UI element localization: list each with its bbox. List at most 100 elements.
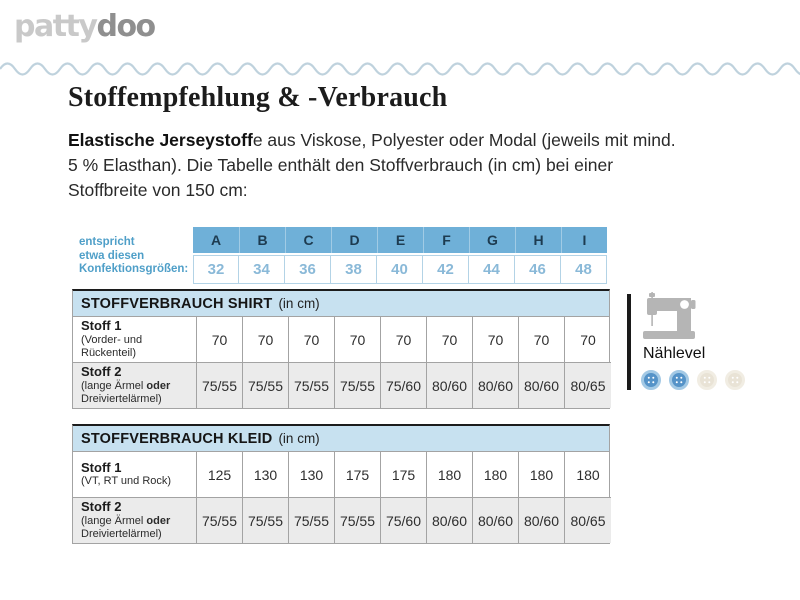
table-cell: 75/55: [335, 498, 381, 543]
table-cell: 75/55: [197, 498, 243, 543]
button-holes: [675, 376, 679, 380]
sewing-machine-icon: [643, 292, 696, 339]
kleid-table-grid: Stoff 1 (VT, RT und Rock) 125 130 130 17…: [73, 452, 611, 543]
size-table-caption: entspricht etwa diesen Konfektionsgrößen…: [79, 236, 194, 277]
naehlevel-indicator: [641, 370, 745, 390]
shirt-table-header: STOFFVERBRAUCH SHIRT (in cm): [73, 291, 609, 317]
table-cell: 75/55: [243, 498, 289, 543]
table-cell: 180: [565, 452, 611, 498]
table-cell: 75/60: [381, 498, 427, 543]
size-table: A B C D E F G H I 32 34 36 38 40 42 44 4…: [193, 227, 607, 284]
table-cell: 70: [473, 317, 519, 363]
kleid-table-unit: (in cm): [278, 431, 320, 446]
logo-part-dark: doo: [96, 9, 156, 44]
size-letter: B: [239, 227, 285, 253]
row-sublabel: (lange Ärmel oder Dreiviertelärmel): [81, 380, 192, 408]
table-cell: 75/55: [289, 363, 335, 408]
size-letter: A: [193, 227, 239, 253]
table-cell: 130: [243, 452, 289, 498]
row-label: Stoff 1: [81, 459, 122, 475]
table-cell: 75/55: [289, 498, 335, 543]
kleid-row2-label: Stoff 2 (lange Ärmel oder Dreiviertelärm…: [73, 498, 197, 543]
table-cell: 180: [473, 452, 519, 498]
page-title: Stoffempfehlung & -Verbrauch: [68, 82, 448, 113]
sublabel-bold: oder: [146, 379, 171, 392]
kleid-row1-label: Stoff 1 (VT, RT und Rock): [73, 452, 197, 498]
intro-lead-bold: Elastische Jerseystoff: [68, 130, 253, 150]
sublabel-post: Dreiviertelärmel): [81, 528, 162, 541]
table-cell: 80/65: [565, 498, 611, 543]
size-number: 46: [515, 255, 561, 284]
size-letter-row: A B C D E F G H I: [193, 227, 607, 253]
table-cell: 70: [565, 317, 611, 363]
table-cell: 80/60: [427, 363, 473, 408]
table-cell: 180: [519, 452, 565, 498]
shirt-row1-label: Stoff 1 (Vorder- und Rückenteil): [73, 317, 197, 363]
button-icon: [641, 370, 661, 390]
button-icon: [669, 370, 689, 390]
table-cell: 80/60: [473, 363, 519, 408]
table-cell: 70: [427, 317, 473, 363]
size-number: 42: [423, 255, 469, 284]
size-number: 44: [469, 255, 515, 284]
table-cell: 75/55: [335, 363, 381, 408]
size-letter: F: [423, 227, 469, 253]
button-holes: [731, 376, 735, 380]
size-letter: D: [331, 227, 377, 253]
table-cell: 175: [335, 452, 381, 498]
table-cell: 130: [289, 452, 335, 498]
size-number: 32: [193, 255, 239, 284]
button-holes: [703, 376, 707, 380]
table-cell: 70: [335, 317, 381, 363]
sublabel-pre: (lange Ärmel: [81, 379, 147, 392]
table-cell: 70: [289, 317, 335, 363]
table-cell: 80/60: [473, 498, 519, 543]
size-number: 34: [239, 255, 285, 284]
table-cell: 80/60: [427, 498, 473, 543]
table-cell: 70: [519, 317, 565, 363]
shirt-table-grid: Stoff 1 (Vorder- und Rückenteil) 70 70 7…: [73, 317, 611, 408]
size-letter: H: [515, 227, 561, 253]
button-icon: [725, 370, 745, 390]
row-sublabel: (Vorder- und Rückenteil): [81, 333, 143, 360]
caption-line: entspricht: [79, 236, 135, 248]
size-number: 36: [285, 255, 331, 284]
intro-paragraph: Elastische Jerseystoffe aus Viskose, Pol…: [68, 128, 680, 204]
kleid-table-title: STOFFVERBRAUCH KLEID: [81, 430, 273, 447]
table-cell: 75/60: [381, 363, 427, 408]
table-cell: 75/55: [243, 363, 289, 408]
table-cell: 70: [381, 317, 427, 363]
button-icon: [697, 370, 717, 390]
row-label: Stoff 2: [81, 363, 122, 379]
caption-line: Konfektionsgrößen:: [79, 263, 189, 276]
size-number: 40: [377, 255, 423, 284]
shirt-table-title: STOFFVERBRAUCH SHIRT: [81, 295, 273, 312]
table-cell: 70: [243, 317, 289, 363]
size-number: 48: [561, 255, 607, 284]
size-letter: C: [285, 227, 331, 253]
table-cell: 80/60: [519, 498, 565, 543]
table-cell: 80/65: [565, 363, 611, 408]
sublabel-pre: (lange Ärmel: [81, 514, 147, 527]
shirt-consumption-table: STOFFVERBRAUCH SHIRT (in cm) Stoff 1 (Vo…: [72, 289, 611, 409]
caption-line: etwa diesen: [79, 249, 145, 262]
kleid-table-header: STOFFVERBRAUCH KLEID (in cm): [73, 426, 609, 452]
pattydoo-logo: pattydoo: [14, 9, 156, 44]
intro-text: e aus Viskose, Polyester oder Modal (jew…: [68, 130, 676, 201]
size-number-row: 32 34 36 38 40 42 44 46 48: [193, 255, 607, 284]
button-holes: [647, 376, 651, 380]
shirt-table-unit: (in cm): [278, 296, 320, 311]
logo-part-light: patty: [14, 9, 98, 44]
shirt-row2-label: Stoff 2 (lange Ärmel oder Dreiviertelärm…: [73, 363, 197, 408]
size-letter: G: [469, 227, 515, 253]
table-cell: 80/60: [519, 363, 565, 408]
row-sublabel: (VT, RT und Rock): [81, 475, 172, 488]
table-cell: 70: [197, 317, 243, 363]
size-letter: I: [561, 227, 607, 253]
row-sublabel: (lange Ärmel oder Dreiviertelärmel): [81, 515, 192, 543]
table-cell: 180: [427, 452, 473, 498]
row-label: Stoff 2: [81, 498, 122, 514]
size-number: 38: [331, 255, 377, 284]
sublabel-post: Dreiviertelärmel): [81, 393, 162, 406]
wave-divider: [0, 62, 800, 76]
